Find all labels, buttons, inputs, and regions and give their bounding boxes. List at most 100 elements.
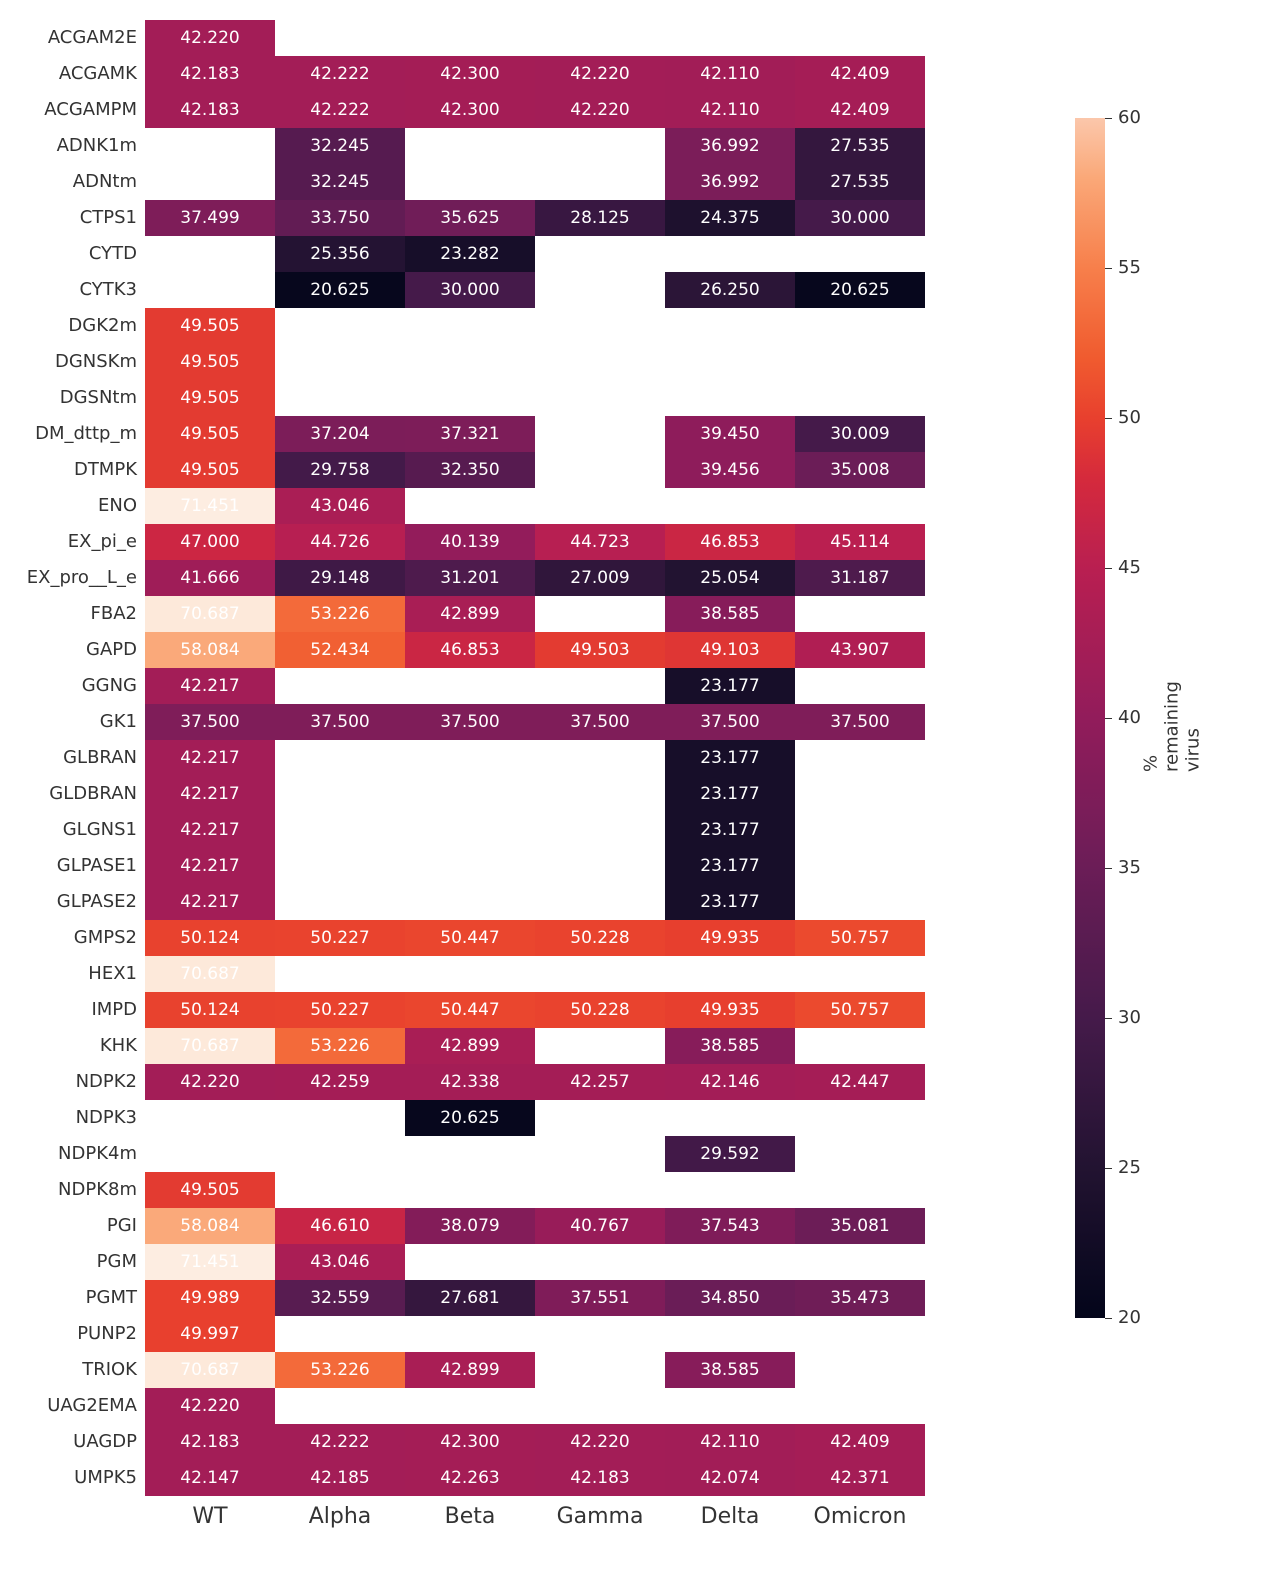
heatmap-cell-value: 35.081 [830,1216,889,1236]
heatmap-cell-value: 32.245 [310,136,369,156]
heatmap-cell: 42.257 [535,1064,665,1100]
row-label: DM_dttp_m [35,423,137,444]
heatmap-cell-value: 37.500 [700,712,759,732]
heatmap-cell: 27.681 [405,1280,535,1316]
colorbar-tick [1105,1318,1112,1319]
heatmap-cell: 53.226 [275,1352,405,1388]
heatmap-cell: 70.687 [145,1028,275,1064]
heatmap-cell: 42.110 [665,56,795,92]
heatmap-cell: 50.757 [795,920,925,956]
heatmap-cell-value: 53.226 [310,1360,369,1380]
heatmap-cell-value: 23.177 [700,676,759,696]
heatmap-cell: 42.259 [275,1064,405,1100]
heatmap-cell: 46.610 [275,1208,405,1244]
heatmap-cell-value: 29.758 [310,460,369,480]
heatmap-cell: 20.625 [275,272,405,308]
colorbar-tick-label: 20 [1118,1307,1141,1328]
heatmap-cell: 23.177 [665,884,795,920]
heatmap-cell-value: 23.177 [700,892,759,912]
heatmap-cell-value: 46.853 [440,640,499,660]
heatmap-cell: 23.177 [665,848,795,884]
heatmap-cell: 42.899 [405,1352,535,1388]
colorbar-tick-label: 25 [1118,1157,1141,1178]
colorbar-tick-label: 30 [1118,1007,1141,1028]
column-label: Gamma [535,1504,665,1529]
heatmap-cell: 37.551 [535,1280,665,1316]
row-label: CTPS1 [80,207,137,228]
heatmap-cell: 43.046 [275,488,405,524]
row-label: HEX1 [88,963,137,984]
heatmap-cell-value: 42.222 [310,64,369,84]
heatmap-cell-value: 42.300 [440,1432,499,1452]
heatmap-cell-value: 49.505 [180,316,239,336]
heatmap-cell-value: 42.263 [440,1468,499,1488]
heatmap-figure: ACGAM2EACGAMKACGAMPMADNK1mADNtmCTPS1CYTD… [0,0,1280,1584]
heatmap-cell: 23.177 [665,740,795,776]
row-label: CYTK3 [80,279,138,300]
heatmap-cell: 49.997 [145,1316,275,1352]
row-label: PGM [97,1251,137,1272]
heatmap-cell: 70.687 [145,956,275,992]
row-label: TRIOK [82,1359,137,1380]
heatmap-cell: 40.767 [535,1208,665,1244]
heatmap-cell-value: 58.084 [180,640,239,660]
heatmap-cell-value: 46.853 [700,532,759,552]
heatmap-cell: 42.147 [145,1460,275,1496]
heatmap-cell-value: 42.220 [570,1432,629,1452]
heatmap-cell: 50.757 [795,992,925,1028]
heatmap-cell: 50.227 [275,920,405,956]
heatmap-cell-value: 42.146 [700,1072,759,1092]
heatmap-cell: 33.750 [275,200,405,236]
heatmap-cell: 49.505 [145,308,275,344]
heatmap-cell-value: 37.551 [570,1288,629,1308]
heatmap-cell: 42.220 [145,1388,275,1424]
heatmap-cell-value: 50.228 [570,1000,629,1020]
heatmap-cell-value: 70.687 [180,1036,239,1056]
row-label: ACGAMK [59,63,137,84]
heatmap-cell: 49.989 [145,1280,275,1316]
row-label: DTMPK [74,459,137,480]
heatmap-cell-value: 23.177 [700,748,759,768]
heatmap-cell: 50.124 [145,992,275,1028]
colorbar-title: % remaining virus [1141,664,1204,772]
heatmap-cell-value: 50.757 [830,1000,889,1020]
heatmap-cell-value: 44.726 [310,532,369,552]
heatmap-cell-value: 30.009 [830,424,889,444]
colorbar-tick [1105,418,1112,419]
heatmap-cell-value: 39.456 [700,460,759,480]
heatmap-cell-value: 42.217 [180,892,239,912]
heatmap-cell: 37.321 [405,416,535,452]
heatmap-cell-value: 37.500 [830,712,889,732]
heatmap-cell-value: 42.220 [570,100,629,120]
heatmap-cell-value: 42.183 [570,1468,629,1488]
heatmap-cell: 42.222 [275,56,405,92]
heatmap-cell: 39.450 [665,416,795,452]
row-label: GLPASE2 [57,891,137,912]
heatmap-cell: 38.585 [665,1028,795,1064]
heatmap-cell-value: 45.114 [830,532,889,552]
heatmap-cell-value: 70.687 [180,1360,239,1380]
heatmap-cell: 31.187 [795,560,925,596]
heatmap-cell: 42.409 [795,56,925,92]
heatmap-cell-value: 42.183 [180,100,239,120]
heatmap-cell: 37.543 [665,1208,795,1244]
heatmap-cell: 34.850 [665,1280,795,1316]
heatmap-cell: 44.723 [535,524,665,560]
heatmap-cell: 36.992 [665,164,795,200]
heatmap-cell-value: 41.666 [180,568,239,588]
heatmap-cell: 41.666 [145,560,275,596]
heatmap-cell-value: 70.687 [180,604,239,624]
heatmap-cell-value: 50.757 [830,928,889,948]
heatmap-cell: 43.907 [795,632,925,668]
heatmap-cell-value: 53.226 [310,604,369,624]
heatmap-cell-value: 43.046 [310,1252,369,1272]
heatmap-cell-value: 20.625 [440,1108,499,1128]
heatmap-cell-value: 50.227 [310,1000,369,1020]
heatmap-cell-value: 42.338 [440,1072,499,1092]
colorbar-tick-label: 45 [1118,557,1141,578]
heatmap-cell-value: 42.220 [570,64,629,84]
row-label: UMPK5 [74,1467,137,1488]
heatmap-cell-value: 53.226 [310,1036,369,1056]
heatmap-cell: 49.505 [145,344,275,380]
row-label: NDPK3 [76,1107,137,1128]
